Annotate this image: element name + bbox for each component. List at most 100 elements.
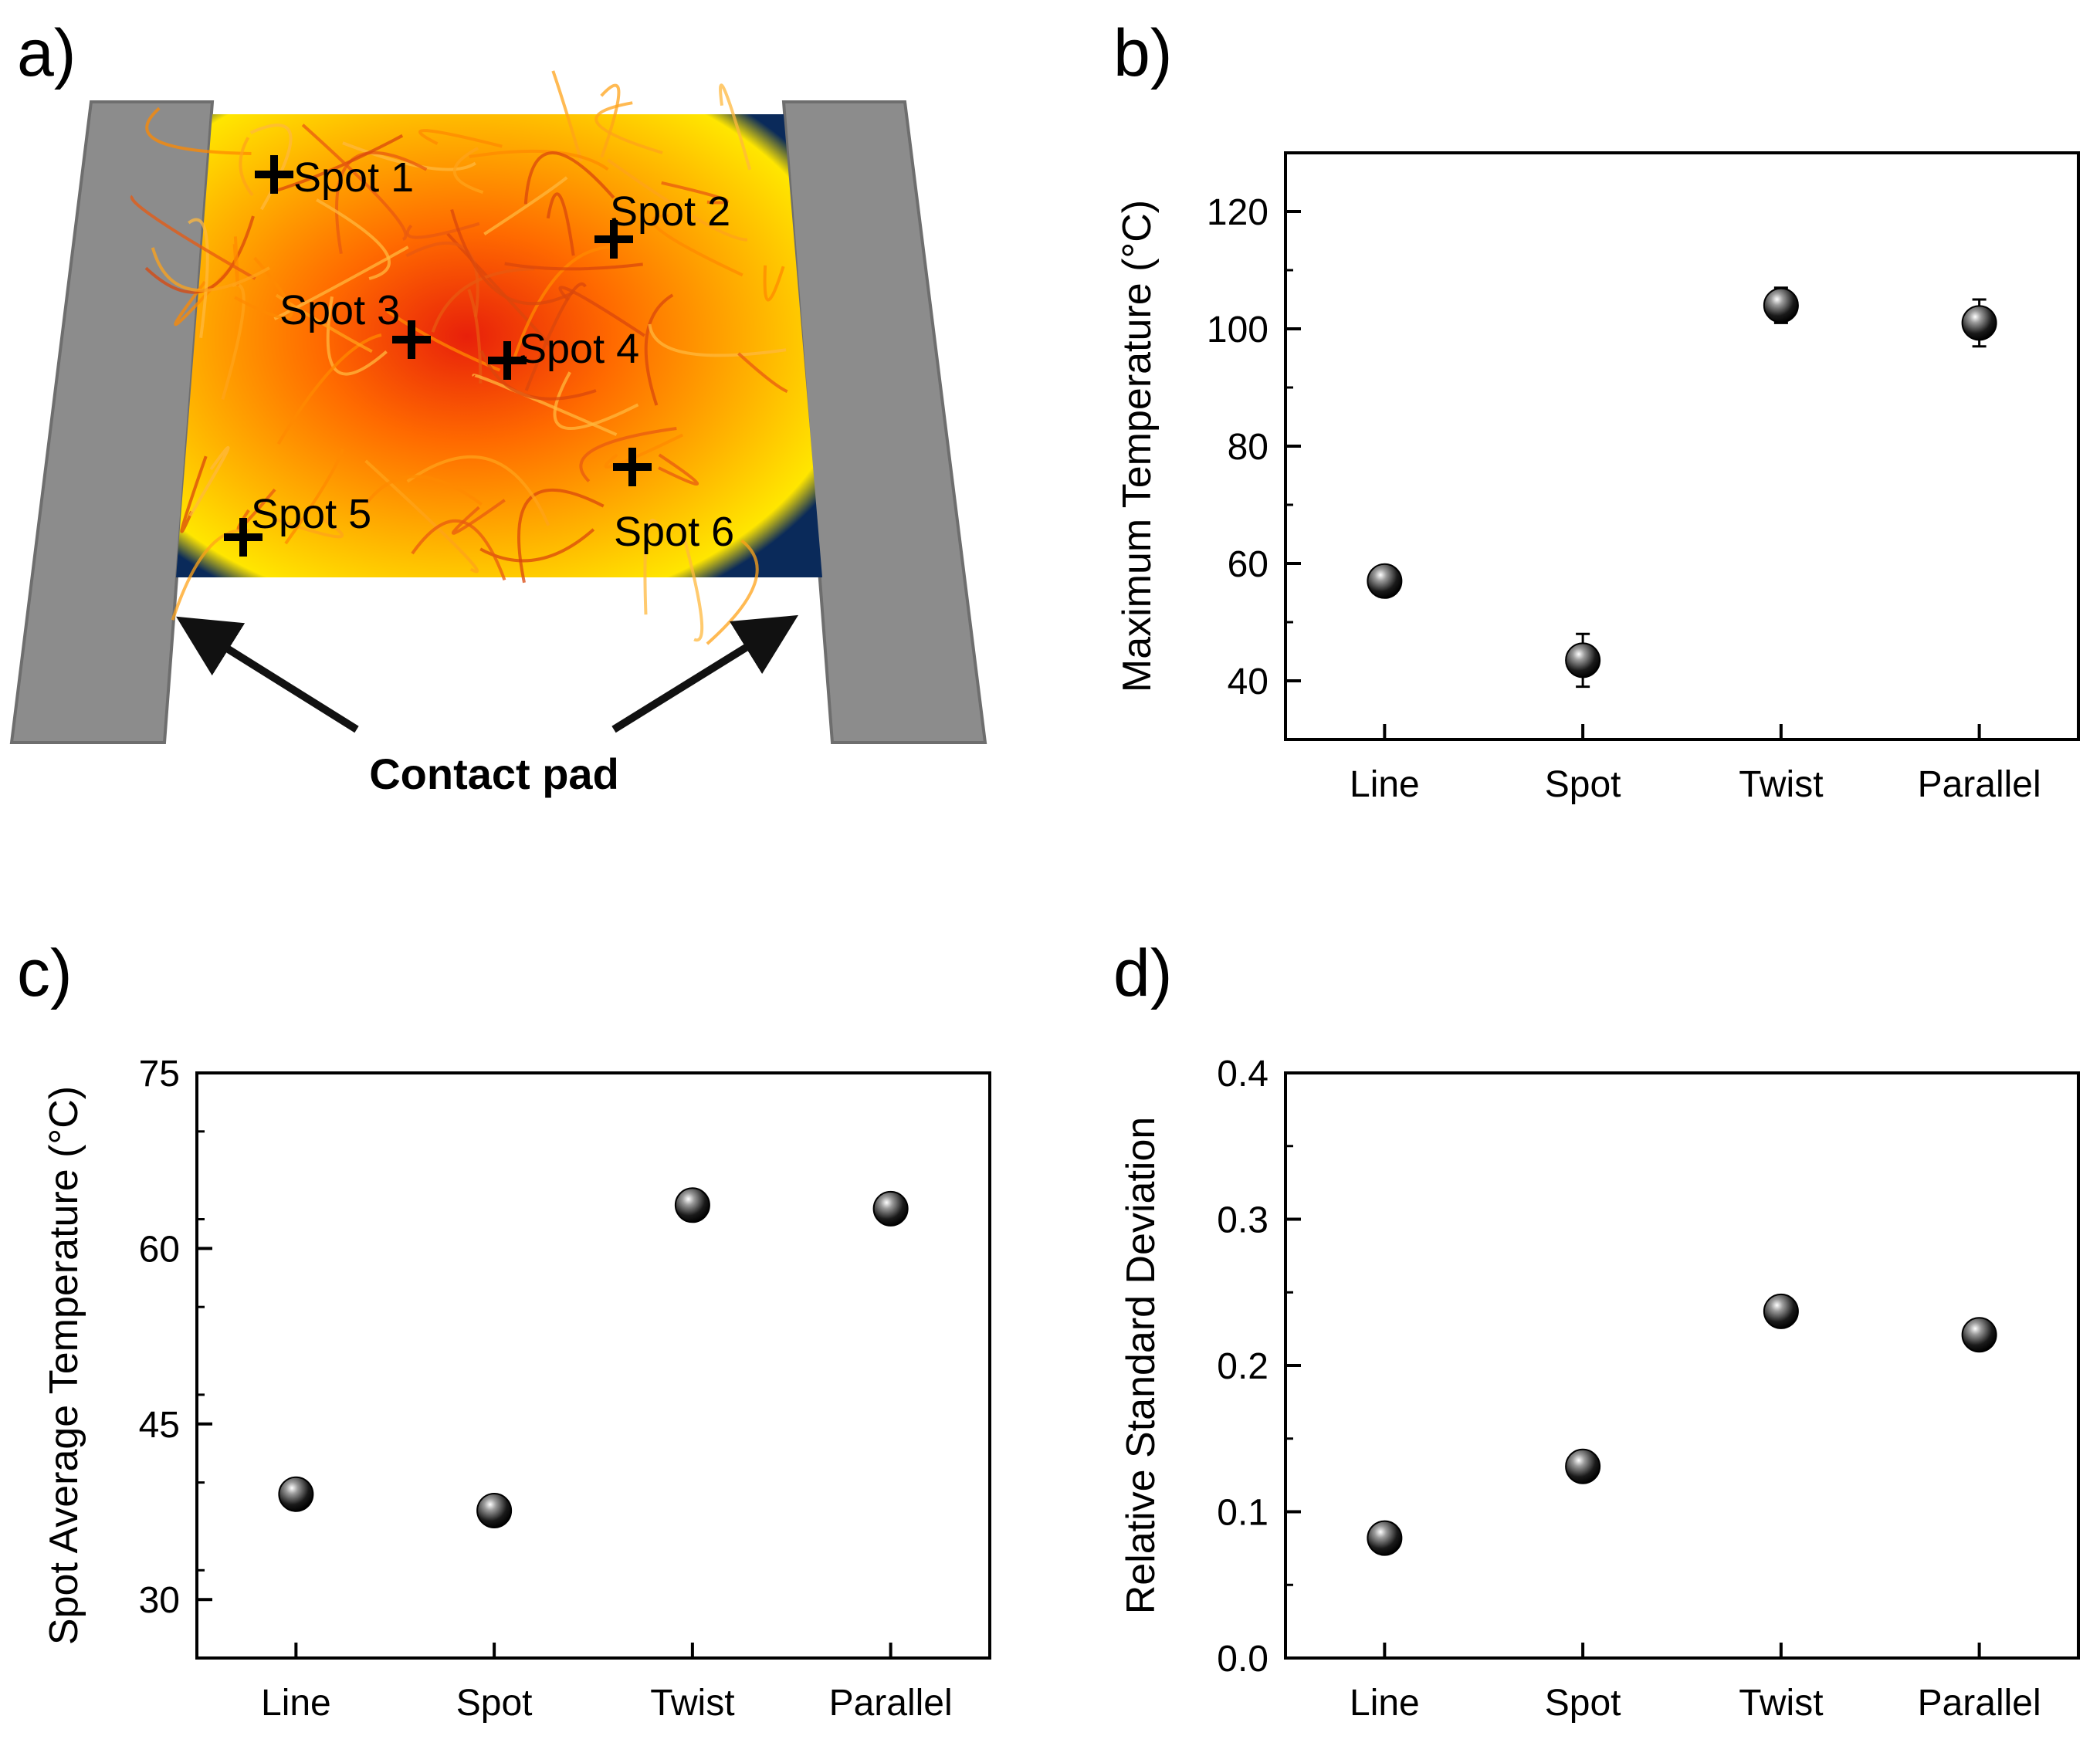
- data-point-spot: [1565, 642, 1601, 678]
- fiber: [239, 137, 254, 197]
- fiber: [431, 267, 535, 333]
- fiber: [418, 129, 503, 148]
- panel-c-label: c): [17, 936, 73, 1010]
- fiber: [130, 195, 256, 280]
- fiber: [512, 245, 611, 360]
- y-tick-label: 0.0: [1217, 1639, 1268, 1680]
- fiber: [648, 323, 787, 357]
- x-tick-label: Spot: [1545, 1683, 1621, 1724]
- spot-6-marker: [613, 448, 652, 486]
- fiber: [446, 232, 554, 349]
- x-tick-label: Parallel: [829, 1683, 953, 1724]
- fiber: [604, 433, 684, 469]
- spot-4-marker: [488, 341, 527, 380]
- data-point-line: [278, 1476, 314, 1512]
- fiber: [607, 158, 748, 242]
- fiber: [483, 176, 568, 235]
- spot-markers: Spot 1 Spot 2 Spot 3 Spot 4 Spot 5 Spot …: [224, 154, 734, 557]
- spot-2-marker: [594, 220, 633, 259]
- fiber: [763, 265, 785, 302]
- left-contact-pad: [9, 100, 215, 744]
- y-tick-label: 0.1: [1217, 1493, 1268, 1534]
- y-axis-title: Relative Standard Deviation: [1119, 1117, 1163, 1615]
- fiber: [523, 151, 615, 205]
- data-point-twist: [1763, 287, 1799, 323]
- fiber: [342, 141, 476, 171]
- data-point-parallel: [1961, 1317, 1997, 1353]
- fiber: [188, 218, 209, 338]
- fiber: [188, 445, 230, 517]
- fiber: [517, 488, 605, 584]
- fiber: [364, 459, 479, 574]
- fiber: [316, 198, 391, 280]
- panel-b-label: b): [1113, 16, 1172, 90]
- x-tick-label: Line: [1350, 764, 1420, 805]
- plot-frame: [195, 1071, 991, 1660]
- x-tick-label: Twist: [1739, 1683, 1823, 1724]
- spot-1-label: Spot 1: [293, 154, 414, 201]
- y-tick-label: 40: [1228, 662, 1268, 702]
- fiber: [579, 427, 677, 482]
- x-tick-label: Spot: [456, 1683, 533, 1724]
- data-point-twist: [674, 1187, 710, 1223]
- x-tick-label: Line: [261, 1683, 331, 1724]
- fiber: [651, 214, 743, 277]
- x-tick-label: Parallel: [1918, 1683, 2041, 1724]
- y-tick-label: 120: [1207, 192, 1268, 233]
- fiber: [600, 83, 621, 158]
- fiber: [661, 181, 729, 205]
- y-tick-label: 100: [1207, 310, 1268, 350]
- chart-c: 30 45 60 75 Line Spot Twist Parallel Spot Averag…: [42, 1054, 991, 1724]
- plot-frame: [1284, 151, 2080, 741]
- chart-d: 0.0 0.1 0.2 0.3 0.4 Line Spot Twist Parallel Rela…: [1119, 1054, 2080, 1724]
- data-point-line: [1367, 1520, 1403, 1556]
- data-point-parallel: [1961, 305, 1997, 341]
- fiber: [594, 101, 663, 154]
- fiber: [386, 310, 501, 372]
- panel-d-label: d): [1113, 936, 1172, 1010]
- fiber: [273, 134, 404, 194]
- data-point-twist: [1763, 1293, 1799, 1329]
- y-tick-label: 0.3: [1217, 1200, 1268, 1241]
- y-tick-label: 45: [139, 1405, 180, 1446]
- spot-6-label: Spot 6: [614, 509, 734, 555]
- fiber: [180, 455, 208, 533]
- fiber: [467, 289, 483, 384]
- fiber: [145, 107, 252, 155]
- fiber: [451, 499, 506, 535]
- fiber: [524, 282, 587, 391]
- fiber: [450, 208, 574, 306]
- fiber: [643, 519, 662, 615]
- spot-5-label: Spot 5: [251, 491, 371, 537]
- fiber: [171, 529, 250, 621]
- spot-4-label: Spot 4: [519, 326, 639, 372]
- spot-3-label: Spot 3: [279, 287, 400, 333]
- spot-3-marker: [392, 320, 431, 359]
- fiber: [553, 371, 639, 430]
- fiber: [284, 448, 344, 545]
- fiber: [658, 453, 699, 486]
- fiber: [406, 455, 550, 526]
- spot-1-marker: [255, 155, 293, 194]
- fiber: [679, 525, 704, 642]
- fiber: [326, 296, 388, 376]
- y-tick-label: 60: [1228, 544, 1268, 585]
- x-tick-label: Twist: [1739, 764, 1823, 805]
- fiber: [479, 350, 597, 401]
- nanofiber-network: [130, 70, 788, 645]
- fiber: [546, 192, 575, 256]
- contact-pad-label: Contact pad: [369, 750, 619, 798]
- y-axis-title: Maximum Temperature (°C): [1115, 200, 1160, 692]
- fiber: [504, 262, 643, 271]
- data-point-line: [1367, 563, 1403, 599]
- fiber: [551, 70, 583, 162]
- fiber: [276, 333, 382, 445]
- x-tick-label: Line: [1350, 1683, 1420, 1724]
- y-tick-label: 0.2: [1217, 1346, 1268, 1387]
- right-arrow: [611, 614, 799, 733]
- y-axis-title: Spot Average Temperature (°C): [42, 1086, 86, 1645]
- y-tick-label: 60: [139, 1229, 180, 1270]
- chart-b: 40 60 80 100 120 Line Spot Twist Parallel Maximum…: [1115, 151, 2080, 805]
- fiber: [737, 352, 788, 394]
- x-tick-label: Twist: [650, 1683, 734, 1724]
